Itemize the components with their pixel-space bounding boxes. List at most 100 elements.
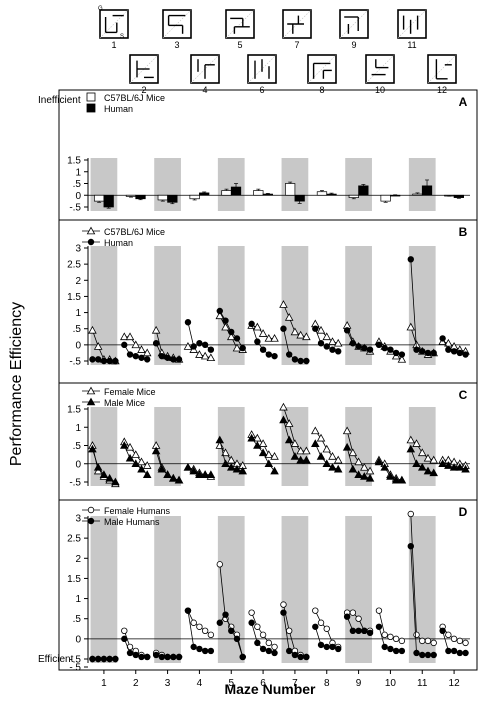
data-point — [138, 354, 145, 361]
data-point — [444, 338, 453, 347]
data-point — [322, 459, 332, 468]
data-point — [138, 653, 145, 661]
data-point — [386, 472, 395, 480]
bar — [253, 190, 264, 196]
maze-7-icon: 7 — [282, 9, 312, 50]
data-point — [183, 342, 193, 350]
data-point — [407, 543, 414, 550]
data-point — [450, 635, 458, 643]
data-point — [248, 320, 255, 328]
data-point — [375, 341, 383, 349]
y-tick-label: 1 — [75, 423, 81, 434]
data-point — [151, 446, 161, 455]
maze-diagonal — [247, 54, 277, 84]
data-point — [439, 627, 446, 634]
data-point — [311, 439, 320, 447]
series-1 — [88, 415, 470, 486]
shaded-band — [154, 158, 181, 211]
data-point — [444, 461, 453, 469]
legend-label: Female Humans — [104, 506, 171, 516]
data-point — [316, 325, 326, 334]
data-point — [216, 307, 223, 315]
data-point — [196, 645, 203, 653]
data-point — [254, 639, 261, 647]
data-point — [348, 448, 358, 457]
data-point — [120, 332, 129, 341]
y-tick-label: .5 — [73, 614, 82, 625]
data-point — [354, 457, 363, 466]
data-point — [349, 609, 357, 616]
bar — [157, 194, 168, 201]
data-point — [375, 623, 383, 630]
y-tick-label: -.5 — [69, 655, 81, 666]
data-point — [201, 341, 209, 349]
maze-diagonal — [129, 54, 159, 84]
data-point — [413, 649, 420, 657]
data-point — [392, 349, 400, 357]
data-point — [303, 357, 310, 365]
data-point — [462, 639, 469, 647]
data-point — [284, 312, 294, 321]
shaded-band — [281, 516, 309, 663]
data-point — [175, 356, 183, 363]
data-point — [87, 506, 95, 514]
data-point — [290, 439, 300, 447]
data-point — [412, 459, 421, 468]
data-point — [450, 647, 458, 655]
data-point — [419, 348, 426, 355]
shaded-band — [345, 516, 372, 663]
data-point — [456, 649, 464, 657]
data-point — [279, 300, 288, 308]
data-point — [280, 325, 287, 332]
data-point — [131, 340, 141, 349]
data-point — [397, 475, 407, 484]
data-point — [99, 470, 109, 478]
data-point — [164, 354, 171, 361]
data-point — [206, 353, 216, 362]
bar — [421, 185, 433, 196]
bar — [294, 194, 305, 202]
data-point — [254, 338, 261, 345]
data-point — [126, 649, 134, 657]
maze-diagonal — [427, 54, 457, 84]
y-tick-label: 1.5 — [67, 405, 81, 416]
data-point — [333, 455, 343, 464]
shaded-band — [217, 516, 245, 663]
data-point — [302, 446, 311, 455]
data-point — [222, 611, 229, 618]
data-point — [158, 653, 166, 661]
data-point — [151, 325, 161, 334]
data-point — [290, 452, 300, 460]
data-point — [265, 647, 273, 655]
data-point — [201, 627, 209, 634]
data-point — [201, 647, 209, 655]
data-point — [226, 332, 236, 341]
data-point — [423, 466, 433, 475]
data-point — [279, 402, 288, 411]
bar — [348, 194, 359, 198]
data-point — [248, 609, 255, 616]
data-point — [462, 351, 469, 358]
data-point — [375, 607, 383, 614]
bar — [103, 194, 114, 208]
data-point — [312, 607, 319, 614]
y-tick-label: 3 — [75, 514, 81, 525]
data-point — [228, 627, 235, 634]
data-point — [407, 256, 414, 263]
data-point — [417, 448, 427, 457]
data-point — [366, 346, 374, 353]
data-point — [329, 643, 336, 651]
maze-number-label: 1 — [111, 40, 116, 50]
maze-border — [162, 9, 192, 39]
maze-4-icon: 4 — [190, 54, 220, 95]
bar — [358, 185, 369, 196]
data-point — [174, 475, 184, 484]
legend-entry: Female Mice — [82, 386, 156, 397]
shaded-band — [90, 516, 118, 663]
bar — [199, 192, 210, 196]
data-point — [270, 333, 279, 342]
data-point — [430, 349, 437, 357]
data-point — [259, 631, 267, 639]
